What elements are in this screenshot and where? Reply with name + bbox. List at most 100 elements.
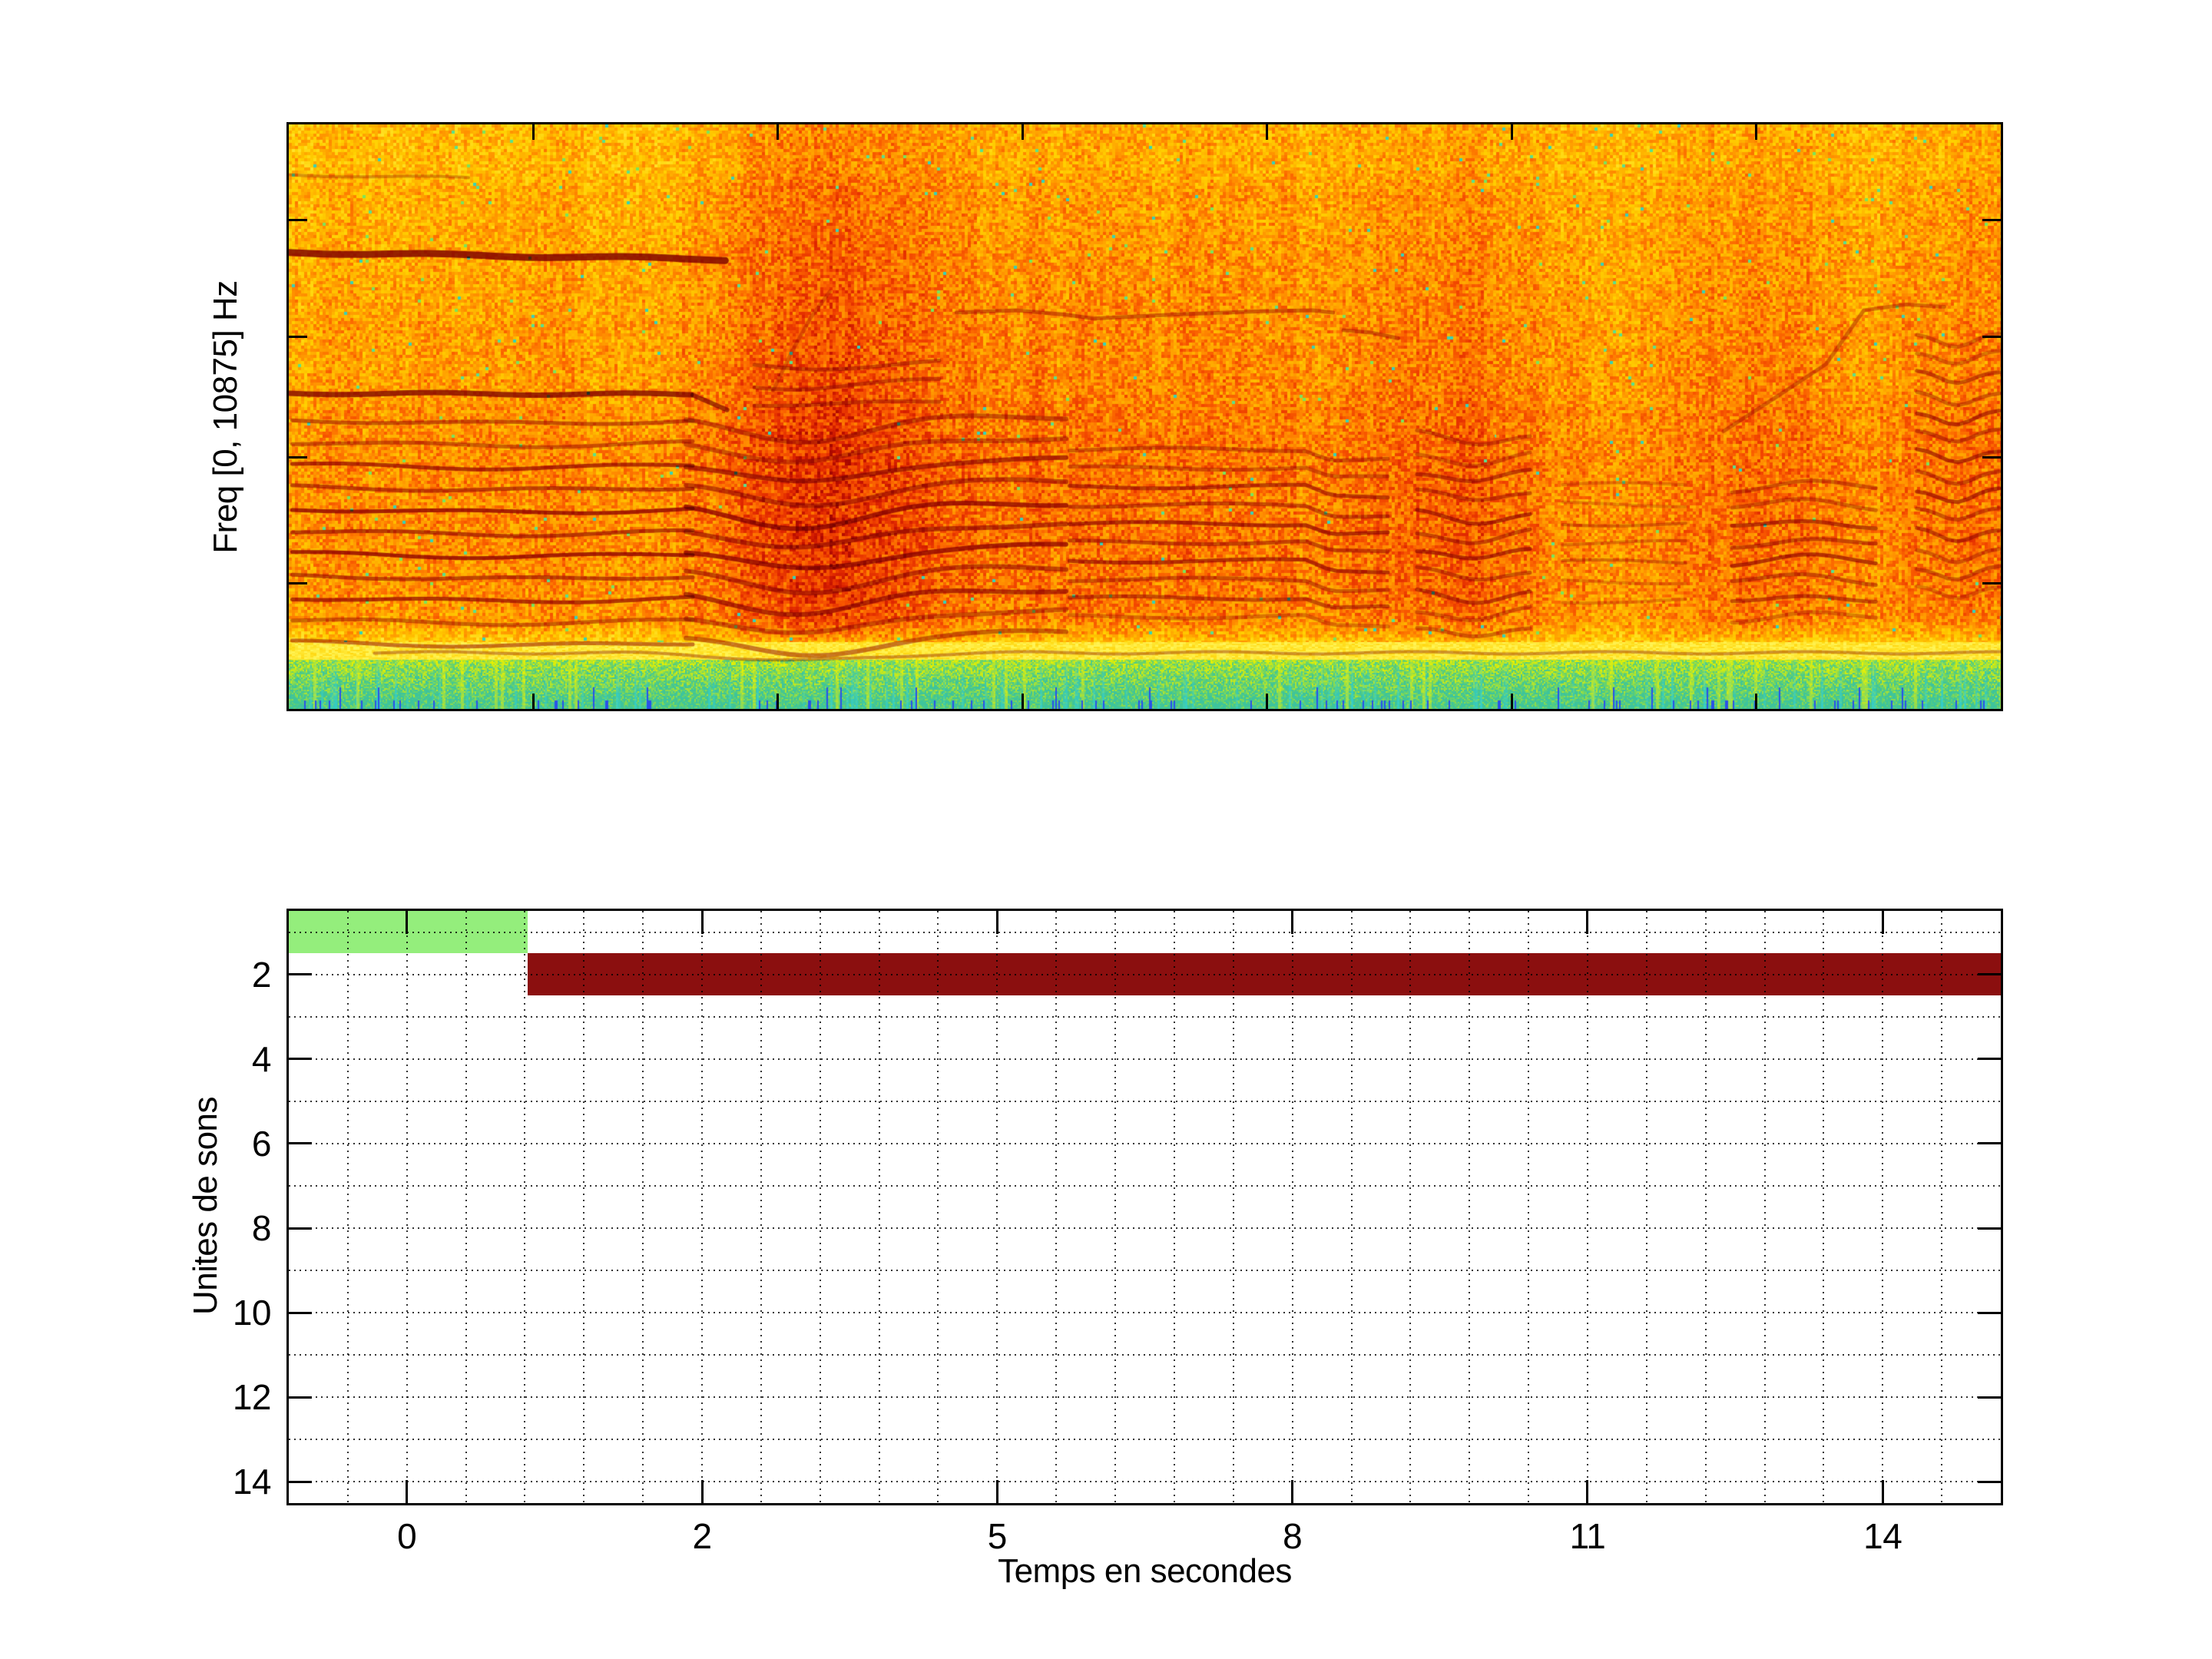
activity-xtick bbox=[1586, 1480, 1589, 1503]
grid-vertical bbox=[1704, 911, 1707, 1503]
spectrogram-tick bbox=[531, 124, 535, 140]
grid-vertical bbox=[1173, 911, 1175, 1503]
spectrogram-tick bbox=[531, 694, 535, 709]
activity-ytick-label: 4 bbox=[251, 1038, 272, 1079]
spectrogram-tick bbox=[1982, 219, 2001, 222]
spectrogram-tick bbox=[1266, 124, 1269, 140]
activity-ytick bbox=[1978, 1142, 2001, 1145]
grid-vertical bbox=[1882, 911, 1884, 1503]
grid-vertical bbox=[701, 911, 704, 1503]
grid-horizontal bbox=[289, 1100, 2001, 1102]
grid-vertical bbox=[1941, 911, 1943, 1503]
activity-ytick bbox=[1978, 1058, 2001, 1061]
activity-xtick bbox=[1586, 911, 1589, 934]
spectrogram-tick bbox=[777, 124, 780, 140]
activity-ytick-label: 12 bbox=[232, 1377, 272, 1418]
grid-vertical bbox=[406, 911, 408, 1503]
grid-vertical bbox=[1291, 911, 1293, 1503]
activity-xtick-label: 14 bbox=[1863, 1516, 1902, 1556]
activity-xtick bbox=[1291, 1480, 1294, 1503]
activity-plot bbox=[286, 909, 2003, 1505]
grid-vertical bbox=[1232, 911, 1234, 1503]
grid-horizontal bbox=[289, 931, 2001, 933]
spectrogram-ylabel: Freq [0, 10875] Hz bbox=[207, 280, 244, 554]
activity-xtick bbox=[1881, 911, 1884, 934]
activity-xtick-label: 5 bbox=[987, 1516, 1008, 1556]
activity-ytick bbox=[1978, 1396, 2001, 1399]
grid-vertical bbox=[1409, 911, 1412, 1503]
activity-xtick-label: 0 bbox=[397, 1516, 417, 1556]
activity-ytick-label: 6 bbox=[251, 1123, 272, 1164]
grid-horizontal bbox=[289, 1142, 2001, 1144]
grid-vertical bbox=[346, 911, 349, 1503]
activity-xtick bbox=[700, 1480, 704, 1503]
grid-vertical bbox=[996, 911, 998, 1503]
spectrogram-tick bbox=[289, 581, 307, 584]
grid-vertical bbox=[1055, 911, 1058, 1503]
grid-horizontal bbox=[289, 973, 2001, 975]
activity-xtick-label: 11 bbox=[1569, 1516, 1606, 1556]
spectrogram-tick bbox=[1982, 335, 2001, 338]
grid-vertical bbox=[1528, 911, 1530, 1503]
activity-ytick-label: 10 bbox=[232, 1293, 272, 1333]
activity-ytick-label: 14 bbox=[232, 1462, 272, 1502]
spectrogram-tick bbox=[1021, 124, 1024, 140]
grid-horizontal bbox=[289, 1015, 2001, 1018]
grid-horizontal bbox=[289, 1184, 2001, 1187]
activity-ytick bbox=[1978, 973, 2001, 976]
spectrogram-tick bbox=[1021, 694, 1024, 709]
activity-xtick bbox=[995, 1480, 998, 1503]
activity-ytick bbox=[289, 1058, 312, 1061]
spectrogram-plot bbox=[286, 122, 2003, 711]
grid-horizontal bbox=[289, 1439, 2001, 1441]
spectrogram-tick bbox=[1982, 581, 2001, 584]
spectrogram-tick bbox=[777, 694, 780, 709]
activity-ytick bbox=[289, 1396, 312, 1399]
grid-vertical bbox=[937, 911, 939, 1503]
activity-ytick bbox=[1978, 1311, 2001, 1314]
grid-vertical bbox=[1763, 911, 1766, 1503]
grid-horizontal bbox=[289, 1354, 2001, 1356]
grid-vertical bbox=[524, 911, 526, 1503]
activity-xtick bbox=[406, 911, 409, 934]
grid-vertical bbox=[642, 911, 644, 1503]
spectrogram-image bbox=[289, 124, 2001, 709]
grid-vertical bbox=[1645, 911, 1647, 1503]
activity-ytick bbox=[289, 1142, 312, 1145]
grid-vertical bbox=[878, 911, 880, 1503]
spectrogram-tick bbox=[1510, 694, 1513, 709]
activity-xtick bbox=[1291, 911, 1294, 934]
activity-ytick bbox=[289, 1311, 312, 1314]
activity-xtick-label: 8 bbox=[1283, 1516, 1303, 1556]
activity-ytick bbox=[1978, 1227, 2001, 1230]
activity-xtick bbox=[1881, 1480, 1884, 1503]
grid-vertical bbox=[1114, 911, 1117, 1503]
activity-ytick-label: 8 bbox=[251, 1208, 272, 1249]
grid-horizontal bbox=[289, 1312, 2001, 1314]
spectrogram-tick bbox=[1510, 124, 1513, 140]
activity-ytick bbox=[289, 1480, 312, 1483]
grid-horizontal bbox=[289, 1270, 2001, 1272]
activity-xtick bbox=[700, 911, 704, 934]
grid-horizontal bbox=[289, 1058, 2001, 1060]
grid-vertical bbox=[819, 911, 821, 1503]
activity-xtick-label: 2 bbox=[692, 1516, 712, 1556]
activity-ytick bbox=[289, 1227, 312, 1230]
activity-ytick-label: 2 bbox=[251, 954, 272, 995]
activity-xtick bbox=[995, 911, 998, 934]
spectrogram-tick bbox=[289, 219, 307, 222]
grid-vertical bbox=[1350, 911, 1353, 1503]
grid-vertical bbox=[583, 911, 585, 1503]
spectrogram-tick bbox=[289, 456, 307, 459]
grid-horizontal bbox=[289, 1481, 2001, 1483]
grid-horizontal bbox=[289, 1396, 2001, 1399]
spectrogram-tick bbox=[289, 335, 307, 338]
spectrogram-tick bbox=[1754, 124, 1757, 140]
grid-vertical bbox=[1469, 911, 1471, 1503]
grid-vertical bbox=[760, 911, 762, 1503]
activity-xlabel: Temps en secondes bbox=[998, 1552, 1292, 1590]
grid-horizontal bbox=[289, 1227, 2001, 1230]
grid-vertical bbox=[1586, 911, 1588, 1503]
spectrogram-tick bbox=[1754, 694, 1757, 709]
spectrogram-tick bbox=[1982, 456, 2001, 459]
